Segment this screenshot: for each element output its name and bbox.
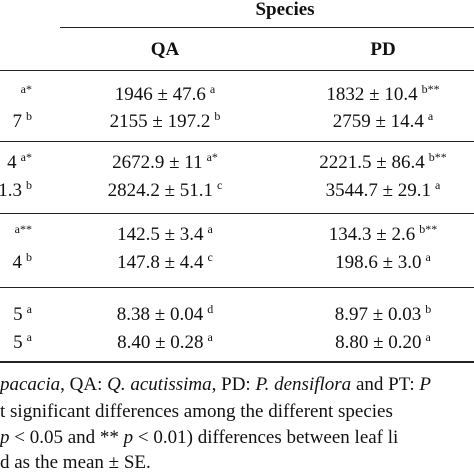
column-header: PD — [370, 39, 396, 60]
significance-letter: a — [425, 250, 431, 264]
table-cell: 2759 ± 14.4 a — [332, 109, 434, 133]
table-cell: 142.5 ± 3.4 a — [117, 222, 213, 246]
footnote-text: Q. acutissima — [107, 374, 212, 395]
table-cell: 2672.9 ± 11 a* — [112, 150, 218, 174]
cell-value: 2221.5 ± 86.4 — [319, 152, 425, 173]
footnote-text: P — [419, 374, 431, 395]
group-header: Species — [255, 0, 315, 20]
table-cell: 2155 ± 197.2 b — [109, 109, 221, 133]
table-cell: a** — [11, 222, 32, 246]
significance-letter: a — [207, 330, 213, 344]
cell-value: 4 — [7, 152, 17, 173]
cell-value: 8.38 ± 0.04 — [116, 304, 204, 325]
footnote-text: t significant differences among the diff… — [0, 401, 393, 422]
significance-letter: c — [207, 250, 213, 264]
significance-letter: c — [217, 178, 223, 192]
footnote-text: , PD: — [211, 374, 256, 395]
significance-letter: a — [427, 109, 434, 123]
table-cell: 1946 ± 47.6 a — [114, 82, 216, 106]
footnote-line: t significant differences among the diff… — [0, 401, 393, 423]
significance-letter: b — [26, 250, 32, 264]
cell-value: 5 — [13, 332, 23, 353]
footnote-line: pacacia, QA: Q. acutissima, PD: P. densi… — [0, 374, 431, 396]
footnote-text: p — [0, 427, 10, 448]
footnote-text: d as the mean ± SE. — [0, 452, 151, 473]
cell-value: 198.6 ± 3.0 — [335, 252, 422, 273]
cell-value: 147.8 ± 4.4 — [117, 252, 204, 273]
footnote-text: pacacia — [0, 374, 61, 395]
significance-letter: b — [26, 178, 32, 192]
cell-value: 2824.2 ± 51.1 — [107, 180, 214, 201]
footnote-text: , QA: — [60, 374, 108, 395]
rule — [60, 27, 474, 28]
table-cell: 198.6 ± 3.0 a — [335, 250, 431, 274]
table-cell: 2221.5 ± 86.4 b** — [319, 150, 447, 174]
table-cell: 8.38 ± 0.04 d — [116, 302, 214, 326]
rule — [0, 361, 474, 363]
significance-letter: b** — [428, 150, 447, 164]
significance-letter: a** — [14, 222, 32, 236]
table-cell: 134.3 ± 2.6 b** — [328, 222, 438, 246]
column-header: QA — [150, 39, 180, 60]
significance-letter: a* — [20, 82, 32, 96]
footnote-line: d as the mean ± SE. — [0, 452, 151, 474]
significance-letter: a — [435, 178, 441, 192]
significance-letter: b** — [419, 222, 438, 236]
rule — [0, 213, 474, 214]
cell-value: 2759 ± 14.4 — [332, 111, 424, 132]
table-cell: 1.3 b — [0, 178, 32, 202]
footnote-text: P. densiflora — [255, 374, 352, 395]
cell-value: 2155 ± 197.2 — [109, 111, 211, 132]
cell-value: 134.3 ± 2.6 — [328, 224, 416, 245]
significance-letter: a — [207, 222, 213, 236]
footnote-text: < 0.01) differences between leaf li — [133, 427, 399, 448]
cell-value: 4 — [12, 252, 23, 273]
significance-letter: b** — [421, 82, 440, 96]
cell-value: 1832 ± 10.4 — [326, 84, 418, 105]
rule — [0, 70, 474, 71]
significance-letter: a — [26, 302, 32, 316]
cell-value: 5 — [13, 304, 23, 325]
table-cell: 4 a* — [7, 150, 32, 174]
table-cell: 3544.7 ± 29.1 a — [325, 178, 441, 202]
cell-value: 8.97 ± 0.03 — [334, 304, 422, 325]
table-cell: 8.80 ± 0.20 a — [335, 330, 431, 354]
rule — [0, 287, 474, 288]
cell-value: 1.3 — [0, 180, 22, 201]
significance-letter: d — [207, 302, 214, 316]
table-cell: a* — [17, 82, 32, 106]
cell-value: 1946 ± 47.6 — [114, 84, 206, 105]
footnote-line: p < 0.05 and ** p < 0.01) differences be… — [0, 427, 398, 449]
significance-letter: b — [26, 109, 32, 123]
rule — [0, 141, 474, 142]
table-cell: 8.40 ± 0.28 a — [117, 330, 213, 354]
significance-letter: a — [26, 330, 32, 344]
cell-value: 2672.9 ± 11 — [112, 152, 203, 173]
footnote-text: < 0.05 and ** — [9, 427, 124, 448]
table-cell: 147.8 ± 4.4 c — [117, 250, 213, 274]
table-cell: 1832 ± 10.4 b** — [326, 82, 440, 106]
significance-letter: a* — [206, 150, 218, 164]
cell-value: 7 — [12, 111, 23, 132]
significance-letter: a — [209, 82, 216, 96]
cell-value: 142.5 ± 3.4 — [117, 224, 204, 245]
table-cell: 8.97 ± 0.03 b — [334, 302, 432, 326]
footnote-text: p — [123, 427, 134, 448]
significance-letter: b — [214, 109, 221, 123]
cell-value: 8.80 ± 0.20 — [335, 332, 422, 353]
cell-value: 3544.7 ± 29.1 — [325, 180, 432, 201]
significance-letter: b — [425, 302, 432, 316]
table-cell: 2824.2 ± 51.1 c — [107, 178, 223, 202]
significance-letter: a* — [20, 150, 32, 164]
cell-value: 8.40 ± 0.28 — [117, 332, 204, 353]
significance-letter: a — [425, 330, 431, 344]
footnote-text: and PT: — [351, 374, 420, 395]
